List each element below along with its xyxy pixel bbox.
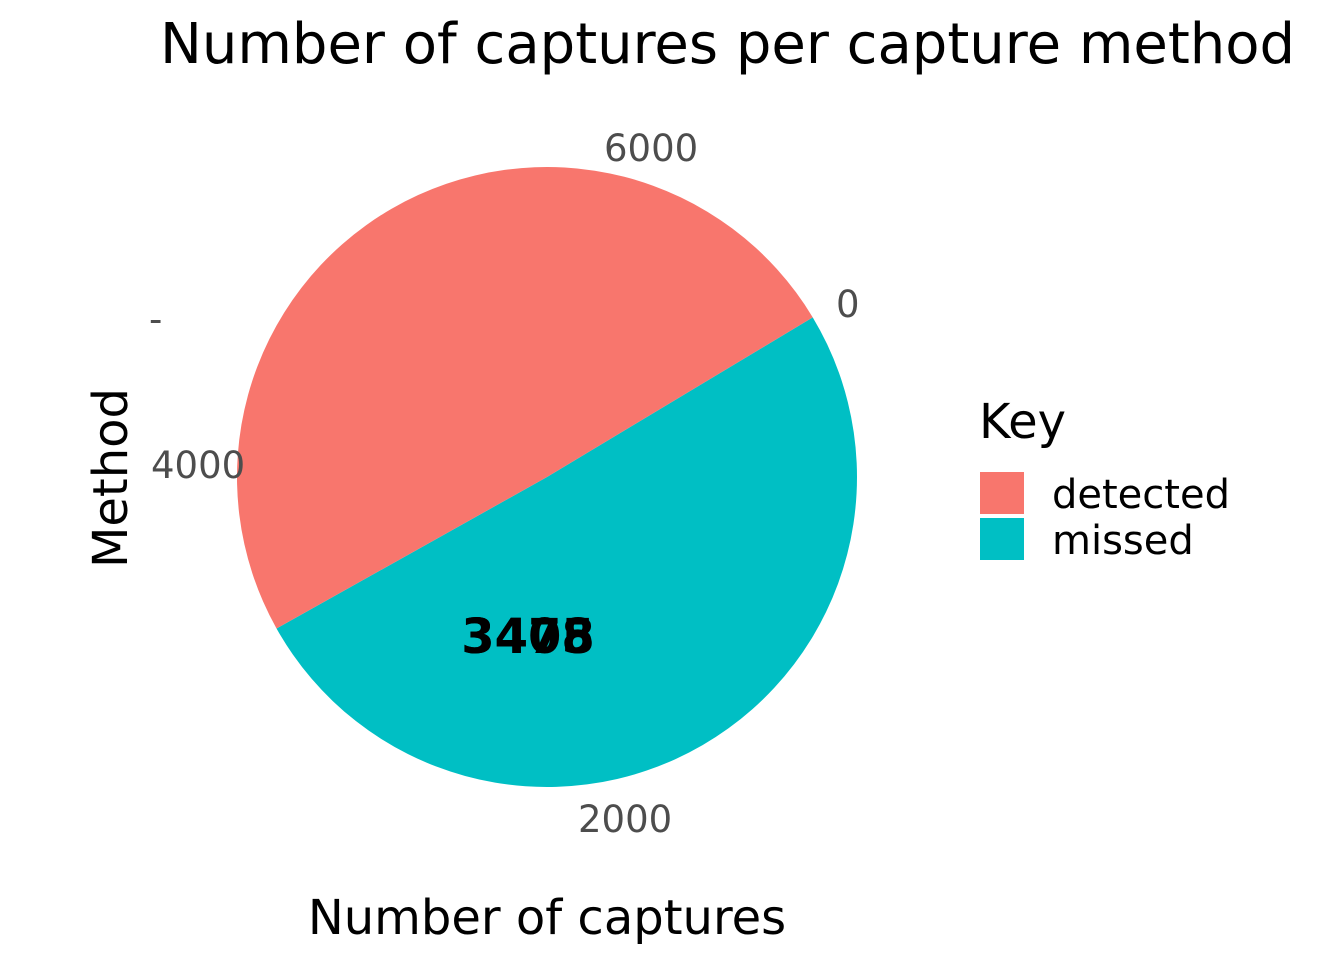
pie-slice-detected [237, 167, 813, 629]
x-axis-title: Number of captures [308, 890, 786, 946]
theta-tick-6000: 6000 [604, 127, 698, 170]
slice-labels: 3408 3475 [461, 609, 595, 665]
legend-key-missed [980, 518, 1024, 560]
pie-slices [237, 167, 858, 788]
legend-label-missed: missed [1052, 518, 1194, 564]
pie-slice-missed [276, 317, 858, 788]
theta-tick-2000: 2000 [578, 798, 672, 841]
legend-key-detected [980, 472, 1024, 514]
theta-axis-ticks: 0 2000 4000 6000 [151, 127, 860, 841]
legend-title: Key [979, 394, 1066, 450]
data-label-missed: 3475 [461, 609, 595, 665]
legend: Key detected missed [979, 394, 1230, 564]
theta-tick-0: 0 [836, 283, 860, 326]
y-axis-title: Method [83, 388, 139, 568]
theta-tick-4000: 4000 [151, 444, 245, 487]
y-axis-tick: - [149, 298, 162, 341]
chart-title: Number of captures per capture method [160, 12, 1295, 77]
legend-label-detected: detected [1052, 472, 1230, 518]
data-label-detected: 3408 [461, 609, 595, 665]
